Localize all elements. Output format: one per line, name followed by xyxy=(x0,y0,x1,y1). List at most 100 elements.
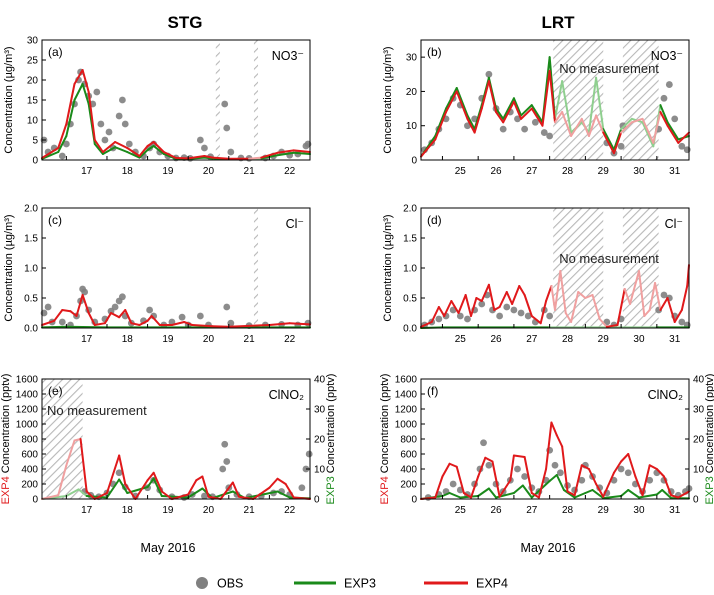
exp3-segment-b-15 xyxy=(554,80,564,120)
exp4-segment-d-38 xyxy=(666,297,676,323)
exp4-segment-d-11 xyxy=(493,306,501,311)
xtick-label-b-3: 28 xyxy=(562,166,574,177)
obs-point-a-3 xyxy=(58,152,66,160)
xtick-label-e-0: 17 xyxy=(81,505,93,516)
exp4-segment-c-5 xyxy=(81,294,90,314)
ytick-label-d-4: 2.0 xyxy=(403,204,417,215)
exp3-segment-e-3 xyxy=(85,495,108,499)
exp4-segment-e-9 xyxy=(124,483,137,500)
exp3-segment-a-11 xyxy=(146,145,155,151)
obs-point-b-24 xyxy=(665,81,673,88)
exp4-segment-b-20 xyxy=(595,114,605,134)
obs-point-a-35 xyxy=(227,148,235,156)
obs-point-a-31 xyxy=(201,144,208,152)
exp4-segment-d-16 xyxy=(523,294,533,317)
exp4-segment-b-25 xyxy=(641,117,655,144)
exp4-segment-b-3 xyxy=(455,90,469,120)
exp3-segment-a-4 xyxy=(81,83,90,105)
exp4-segment-c-11 xyxy=(124,309,133,325)
obs-point-a-14 xyxy=(101,136,109,144)
exp4-segment-d-26 xyxy=(584,294,594,299)
exp4-segment-f-26 xyxy=(612,460,623,474)
ytick-right-label-e-2: 20 xyxy=(314,435,326,446)
exp3-segment-f-11 xyxy=(555,474,565,491)
exp4-segment-b-19 xyxy=(587,114,598,137)
exp4-segment-e-10 xyxy=(134,479,149,500)
ytick-label-f-5: 1000 xyxy=(395,420,418,431)
exp4-segment-b-16 xyxy=(561,111,573,137)
obs-point-d-13 xyxy=(510,306,518,314)
exp3-segment-f-2 xyxy=(448,492,462,499)
exp4-segment-a-20 xyxy=(260,151,279,159)
exp4-segment-d-15 xyxy=(518,285,526,296)
exp4-segment-b-14 xyxy=(548,69,556,124)
exp4-segment-a-4 xyxy=(81,69,90,93)
obs-point-f-3 xyxy=(449,480,457,488)
exp4-segment-f-34 xyxy=(670,494,680,499)
exp3-segment-a-21 xyxy=(276,151,295,157)
exp4-segment-a-11 xyxy=(146,141,155,147)
exp3-segment-f-5 xyxy=(487,487,498,499)
exp3-segment-e-14 xyxy=(244,490,279,500)
obs-point-b-21 xyxy=(619,122,627,130)
exp4-segment-a-19 xyxy=(248,156,263,160)
obs-point-e-16 xyxy=(219,465,227,473)
exp4-segment-c-13 xyxy=(138,319,149,326)
ytick-label-b-1: 10 xyxy=(406,121,418,132)
exp4-segment-c-21 xyxy=(227,324,271,328)
obs-point-b-23 xyxy=(660,94,668,102)
exp4-segment-c-4 xyxy=(75,294,84,317)
legend-obs-label: OBS xyxy=(217,577,243,591)
obs-point-a-4 xyxy=(62,140,70,148)
exp4-segment-b-11 xyxy=(520,107,533,120)
obs-point-f-23 xyxy=(578,476,586,484)
exp4-segment-c-23 xyxy=(288,322,311,326)
panel-label-d: (d) xyxy=(427,213,442,227)
exp4-segment-c-2 xyxy=(61,309,72,313)
obs-point-a-17 xyxy=(115,112,123,120)
ylabel-f: EXP4 Concentration (pptv) xyxy=(379,374,391,505)
xtick-label-f-6: 31 xyxy=(669,505,681,516)
exp4-segment-f-13 xyxy=(523,456,533,494)
exp4-segment-c-3 xyxy=(69,310,78,317)
exp4-segment-b-9 xyxy=(502,100,515,124)
xtick-label-c-2: 19 xyxy=(162,334,174,345)
exp4-segment-f-25 xyxy=(602,471,615,498)
exp4-segment-f-12 xyxy=(512,454,526,458)
xtick-label-b-6: 31 xyxy=(669,166,681,177)
exp4-segment-f-15 xyxy=(537,468,548,499)
exp4-segment-a-15 xyxy=(187,155,206,160)
ytick-label-f-2: 400 xyxy=(400,465,417,476)
xtick-label-b-0: 25 xyxy=(455,166,467,177)
exp3-segment-b-20 xyxy=(595,76,605,131)
exp4-segment-b-15 xyxy=(554,111,564,124)
month-label-right: May 2016 xyxy=(521,541,576,555)
exp4-segment-a-12 xyxy=(152,141,165,153)
obs-point-a-18 xyxy=(119,96,126,104)
ytick-label-a-0: 0 xyxy=(32,156,38,167)
xtick-label-c-3: 20 xyxy=(203,334,215,345)
exp4-segment-f-23 xyxy=(587,468,598,485)
exp4-segment-e-24 xyxy=(276,477,287,485)
exp4-segment-e-6 xyxy=(93,492,108,500)
exp4-segment-f-18 xyxy=(555,434,564,448)
obs-point-a-33 xyxy=(221,100,229,108)
exp4-segment-f-10 xyxy=(498,479,512,498)
exp4-segment-b-24 xyxy=(630,117,644,124)
exp4-segment-f-21 xyxy=(573,464,583,497)
exp3-segment-b-12 xyxy=(530,104,544,124)
exp4-segment-a-2 xyxy=(65,83,76,125)
ylabel-e: EXP4 Concentration (pptv) xyxy=(0,374,12,505)
exp3-segment-b-21 xyxy=(602,128,615,151)
month-label-left: May 2016 xyxy=(141,541,196,555)
obs-point-a-15 xyxy=(105,128,113,136)
ytick-label-f-4: 800 xyxy=(400,435,417,446)
obs-point-e-17 xyxy=(221,440,229,448)
exp3-segment-f-10 xyxy=(548,474,558,482)
exp4-segment-b-26 xyxy=(652,111,662,144)
ytick-label-f-6: 1200 xyxy=(395,405,418,416)
exp4-segment-a-5 xyxy=(87,91,96,141)
exp4-segment-c-0 xyxy=(41,319,56,326)
xtick-label-a-2: 19 xyxy=(162,166,174,177)
exp3-segment-b-10 xyxy=(512,97,523,117)
